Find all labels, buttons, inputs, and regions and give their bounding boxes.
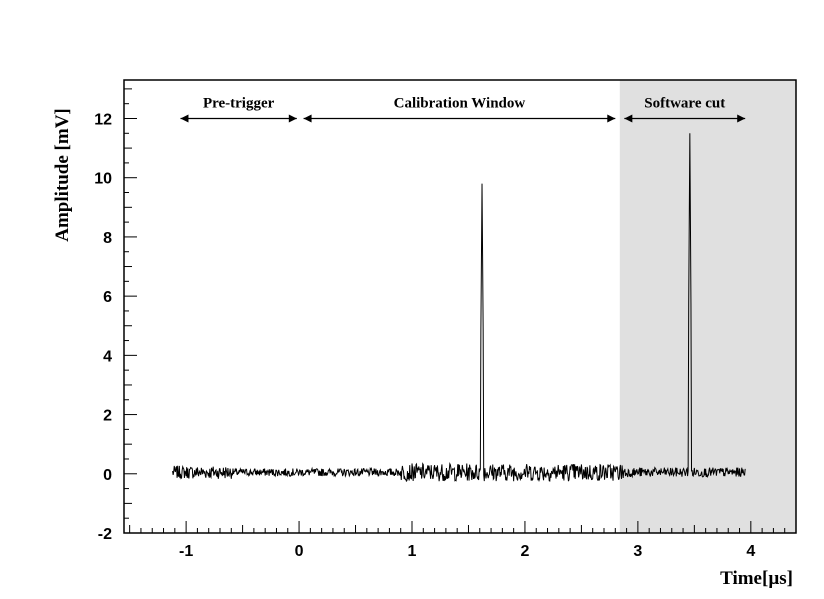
x-tick-label: 3 (633, 543, 642, 560)
arrow-head-right (737, 114, 746, 123)
arrow-head-right (288, 114, 297, 123)
arrow-head-left (624, 114, 633, 123)
x-tick-label: 4 (746, 543, 755, 560)
annotation-label: Pre-trigger (203, 95, 275, 111)
x-tick-labels: -1 0 1 2 3 4 (179, 543, 755, 560)
y-tick-labels: -2 0 2 4 6 8 10 12 (94, 111, 112, 543)
annotation-label: Software cut (644, 95, 725, 111)
arrow-head-right (607, 114, 616, 123)
y-tick-label: 4 (103, 348, 112, 365)
x-tick-label: 1 (408, 543, 417, 560)
x-tick-label: 2 (520, 543, 529, 560)
y-tick-label: 10 (94, 171, 112, 188)
arrow-head-left (303, 114, 312, 123)
x-tick-label: -1 (179, 543, 193, 560)
y-tick-label: 6 (103, 289, 112, 306)
y-tick-label: 0 (103, 467, 112, 484)
y-tick-label: 12 (94, 111, 112, 128)
x-axis-title: Time[µs] (720, 568, 793, 589)
y-axis-title: Amplitude [mV] (52, 108, 73, 242)
y-tick-label: 8 (103, 230, 112, 247)
annotation-label: Calibration Window (394, 95, 526, 111)
x-tick-label: 0 (295, 543, 304, 560)
y-tick-label: -2 (98, 526, 112, 543)
arrow-head-left (180, 114, 189, 123)
software-cut-shaded-region (619, 80, 796, 533)
signal-trace-line (172, 133, 746, 483)
y-tick-label: 2 (103, 408, 112, 425)
plot-frame (123, 79, 797, 534)
region-annotations: Pre-trigger Calibration Window Software cu… (180, 95, 746, 123)
